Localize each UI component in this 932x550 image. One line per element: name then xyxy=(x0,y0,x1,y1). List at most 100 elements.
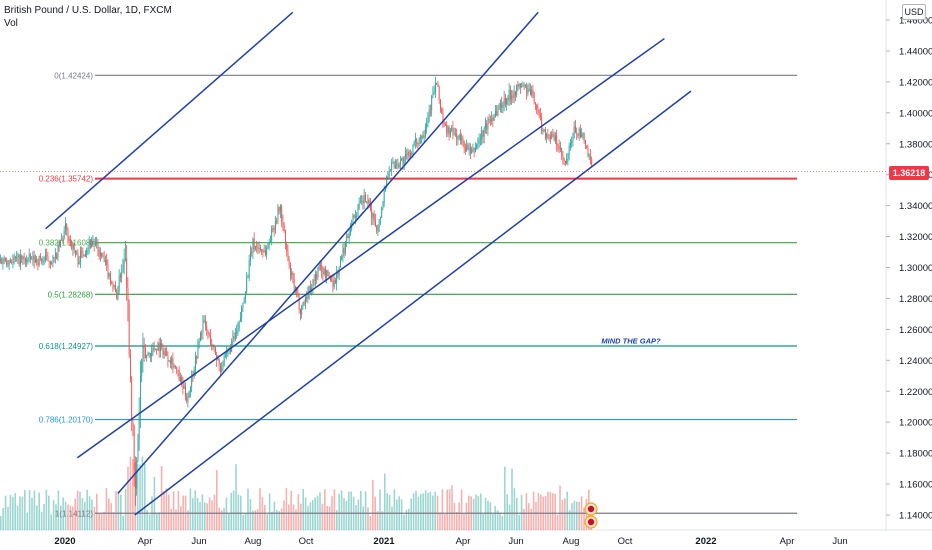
candle-body xyxy=(300,309,301,315)
volume-bar xyxy=(235,464,237,530)
candle-body xyxy=(553,134,555,141)
candle-body xyxy=(261,249,263,252)
candle-body xyxy=(35,258,36,262)
volume-bar xyxy=(264,504,266,530)
volume-bar xyxy=(72,506,74,530)
candle-body xyxy=(170,360,171,364)
candle-body xyxy=(406,153,408,156)
volume-bar xyxy=(223,507,225,530)
candle-body xyxy=(163,351,165,355)
candle-body xyxy=(53,256,55,258)
volume-bar xyxy=(213,494,216,530)
volume-bar xyxy=(211,500,213,530)
volume-bar xyxy=(21,496,24,530)
candle-body xyxy=(533,92,535,103)
candle-body xyxy=(492,117,494,121)
volume-bar xyxy=(379,489,381,530)
volume-bar xyxy=(520,494,523,530)
candle-body xyxy=(101,252,103,257)
volume-bar xyxy=(237,494,240,530)
candle-body xyxy=(372,213,374,219)
price-axis-tick-label: 1.26000 xyxy=(899,325,932,336)
volume-bar xyxy=(307,506,309,530)
candle-body xyxy=(318,265,320,269)
candle-body xyxy=(281,206,283,222)
candle-body xyxy=(68,238,70,240)
candle-body xyxy=(236,331,238,334)
volume-bar xyxy=(64,501,67,530)
candle-body xyxy=(393,162,395,168)
candle-body xyxy=(17,254,19,258)
candle-body xyxy=(398,164,400,168)
candle-body xyxy=(407,151,409,156)
candle-body xyxy=(438,87,440,100)
volume-bar xyxy=(482,514,484,530)
volume-bar xyxy=(268,493,271,530)
candle-body xyxy=(265,250,266,255)
economic-event-icon[interactable] xyxy=(584,502,598,516)
candle-body xyxy=(355,216,356,218)
volume-bar xyxy=(249,499,252,530)
volume-bar xyxy=(7,506,9,530)
candle-body xyxy=(82,252,84,255)
price-axis-tick-label: 1.28000 xyxy=(899,294,932,305)
channel-line xyxy=(45,11,294,230)
candle-body xyxy=(333,280,335,287)
volume-bar xyxy=(283,500,285,530)
volume-bar xyxy=(199,502,201,530)
volume-bar xyxy=(266,514,268,530)
candle-body xyxy=(566,158,568,164)
volume-bar xyxy=(170,509,172,530)
candle-body xyxy=(148,353,150,355)
candle-body xyxy=(57,245,59,260)
candle-body xyxy=(448,127,450,135)
volume-bar xyxy=(523,509,525,530)
time-axis-tick-label: Apr xyxy=(780,536,795,547)
channel-line xyxy=(117,11,539,494)
candle-body xyxy=(76,253,78,255)
candle-body xyxy=(382,202,384,208)
volume-bar xyxy=(256,509,259,530)
volume-bar xyxy=(242,514,244,530)
volume-bar xyxy=(108,498,110,530)
candle-body xyxy=(502,105,504,108)
candle-body xyxy=(142,345,144,359)
economic-event-icon[interactable] xyxy=(584,515,598,529)
volume-bar xyxy=(9,494,12,530)
volume-bar xyxy=(4,495,7,530)
fib-level-label: 1(1.14112) xyxy=(55,509,93,518)
candle-body xyxy=(23,256,25,258)
time-axis-ticks: 2020 Apr Jun Aug Oct 2021 Apr Jun Aug Oct 2022 Apr J… xyxy=(54,536,847,547)
volume-bar xyxy=(93,506,96,530)
candle-body xyxy=(140,375,141,413)
candle-body xyxy=(137,438,139,460)
candle-body xyxy=(282,221,284,226)
volume-bar xyxy=(403,514,405,530)
currency-button[interactable]: USD xyxy=(902,4,926,20)
candle-body xyxy=(40,255,41,259)
candle-body xyxy=(171,358,173,364)
volume-bar xyxy=(74,498,76,530)
volume-bar xyxy=(369,515,372,530)
volume-bar xyxy=(393,489,396,530)
candle-body xyxy=(357,208,359,217)
volume-bar xyxy=(50,514,52,530)
candle-body xyxy=(155,348,156,350)
candle-body xyxy=(292,272,294,280)
volume-indicator-label[interactable]: Vol xyxy=(4,18,18,29)
candle-body xyxy=(43,259,45,261)
candle-body xyxy=(18,254,20,265)
candle-body xyxy=(106,260,108,265)
candle-body xyxy=(578,129,580,136)
candle-body xyxy=(561,147,563,156)
candle-body xyxy=(317,268,319,278)
volume-bar xyxy=(405,509,408,530)
candle-body xyxy=(246,277,248,293)
candle-body xyxy=(255,246,256,250)
candle-body xyxy=(103,257,105,263)
candle-body xyxy=(543,129,545,132)
candle-body xyxy=(521,86,523,88)
volume-bar xyxy=(2,507,4,530)
